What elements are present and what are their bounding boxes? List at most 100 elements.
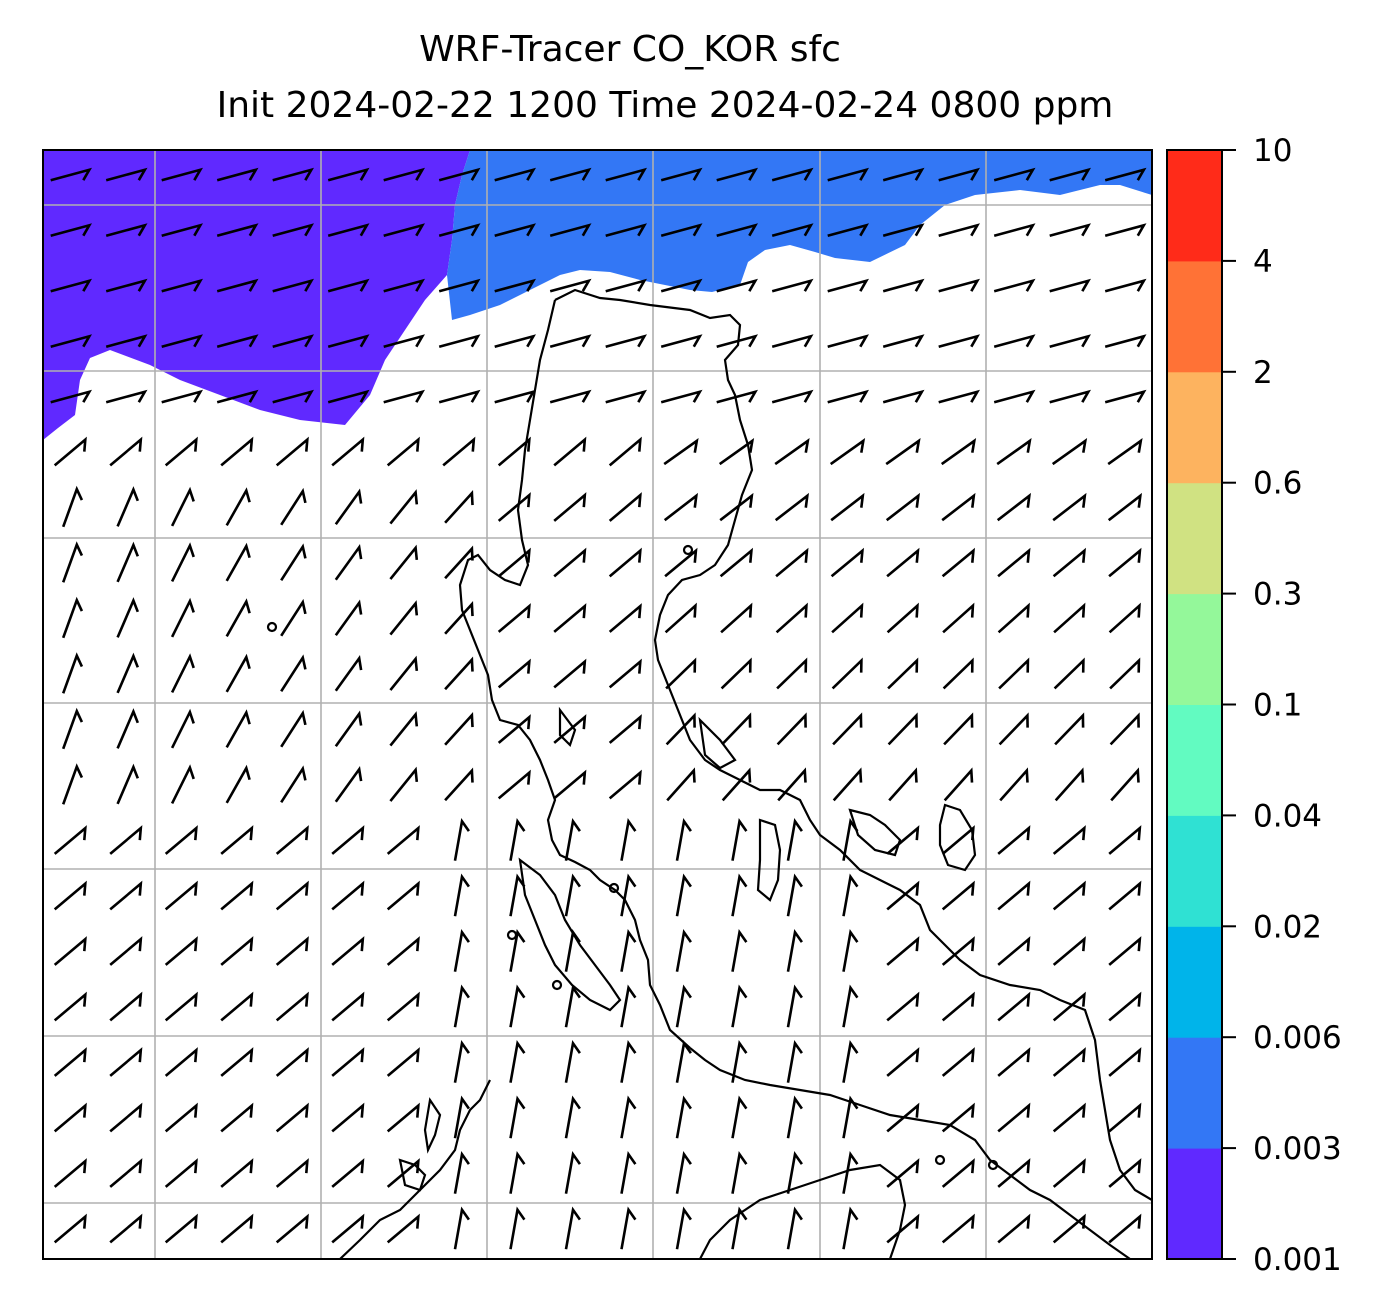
wind-barb	[494, 223, 536, 237]
wind-barb	[716, 334, 758, 348]
wind-barb	[941, 547, 975, 578]
wind-barb	[1108, 1047, 1142, 1077]
wind-barb	[608, 658, 642, 689]
wind-barb	[61, 763, 84, 805]
colorbar-ticks: 0.001 0.003 0.006 0.02 0.04 0.1 0.3 0.6 2 4 10	[1222, 133, 1342, 1278]
wind-barb	[608, 769, 642, 800]
wind-barb	[275, 1158, 309, 1188]
wind-barb	[164, 936, 198, 966]
wind-barb	[105, 167, 148, 182]
wind-barb	[827, 223, 869, 237]
wind-barb	[383, 167, 425, 182]
wind-barb	[943, 767, 974, 802]
wind-barb	[620, 873, 637, 917]
wind-barb	[997, 547, 1031, 578]
wind-barb	[660, 223, 703, 237]
map-gridlines	[43, 150, 1152, 1259]
wind-barb	[327, 334, 370, 348]
wind-barb	[720, 657, 752, 690]
wind-barb	[882, 223, 925, 237]
wind-barb	[1108, 547, 1142, 578]
wind-barb	[666, 767, 696, 802]
wind-barb	[494, 389, 536, 404]
wind-barb	[438, 223, 481, 237]
wind-barb	[53, 1213, 87, 1244]
wind-barb	[225, 542, 251, 582]
wind-barb	[830, 492, 865, 522]
wind-barb	[1052, 825, 1086, 855]
wind-barb	[497, 436, 531, 467]
coastline-islet	[551, 979, 563, 991]
wind-barb	[389, 489, 419, 525]
wind-barb	[771, 278, 814, 293]
wind-barb	[943, 712, 974, 746]
wind-barb	[53, 991, 87, 1022]
wind-barb	[1104, 278, 1147, 293]
wind-barb	[164, 991, 198, 1022]
wind-barb	[941, 1158, 975, 1188]
wind-barb	[886, 1102, 920, 1133]
wind-barb	[1049, 389, 1091, 404]
wind-barb	[331, 436, 365, 467]
colorbar-segment	[1167, 260, 1222, 373]
wind-barb	[997, 1047, 1031, 1077]
colorbar-segment	[1167, 1037, 1222, 1149]
wind-barb	[444, 490, 474, 524]
wind-barb	[331, 1102, 365, 1133]
wind-barb	[1107, 438, 1143, 466]
wind-barb	[116, 763, 140, 805]
wind-barb	[509, 1150, 526, 1194]
wind-barb	[886, 602, 919, 634]
coastline-islet	[608, 882, 620, 894]
wind-barb	[383, 278, 425, 293]
wind-barb	[675, 928, 692, 972]
wind-barb	[716, 389, 758, 404]
wind-barb	[161, 167, 203, 182]
wind-barb	[389, 600, 419, 636]
wind-barb	[776, 657, 808, 690]
wind-barb	[549, 223, 592, 237]
wind-barb	[786, 1039, 803, 1083]
wind-barb	[225, 598, 251, 638]
wind-barb	[564, 1039, 581, 1083]
wind-barb	[53, 1047, 87, 1077]
wind-barb	[842, 873, 859, 917]
concentration-region-0.003-0.006	[447, 150, 1152, 320]
wind-barb	[941, 1102, 975, 1133]
wind-barb	[53, 880, 87, 911]
wind-barb	[675, 984, 692, 1028]
colorbar-segment	[1167, 593, 1222, 705]
wind-barb	[675, 1150, 692, 1194]
wind-barb	[620, 984, 637, 1028]
wind-barb	[327, 278, 370, 293]
wind-barb	[327, 223, 370, 237]
colorbar-tick-label: 0.02	[1253, 909, 1322, 945]
wind-barb	[280, 654, 307, 693]
wind-barb	[996, 438, 1032, 466]
wind-barb	[1108, 1158, 1142, 1188]
wind-barb	[675, 1039, 692, 1083]
coastline-islet	[266, 621, 278, 633]
wind-barb	[275, 436, 309, 467]
wind-barb	[831, 602, 864, 634]
wind-barb	[275, 936, 309, 966]
wind-barb	[997, 880, 1031, 911]
wind-barb	[993, 389, 1036, 404]
wind-barb	[61, 707, 84, 750]
wind-barb	[886, 547, 920, 578]
wind-barb	[887, 712, 918, 746]
wind-barb	[999, 767, 1029, 802]
wind-barb	[509, 873, 526, 917]
wind-barb	[882, 278, 925, 293]
wind-barb	[774, 492, 809, 522]
colorbar-tick-label: 2	[1253, 355, 1273, 391]
coastline-islet	[934, 1154, 946, 1166]
wind-barb	[272, 223, 314, 237]
coastline-islands-east	[756, 803, 977, 902]
wind-barb	[775, 602, 808, 634]
wind-barb	[675, 1095, 692, 1139]
wind-barb	[886, 880, 920, 911]
wind-barb	[453, 1150, 470, 1194]
wind-barb	[50, 167, 92, 182]
wind-barb	[1052, 991, 1086, 1022]
